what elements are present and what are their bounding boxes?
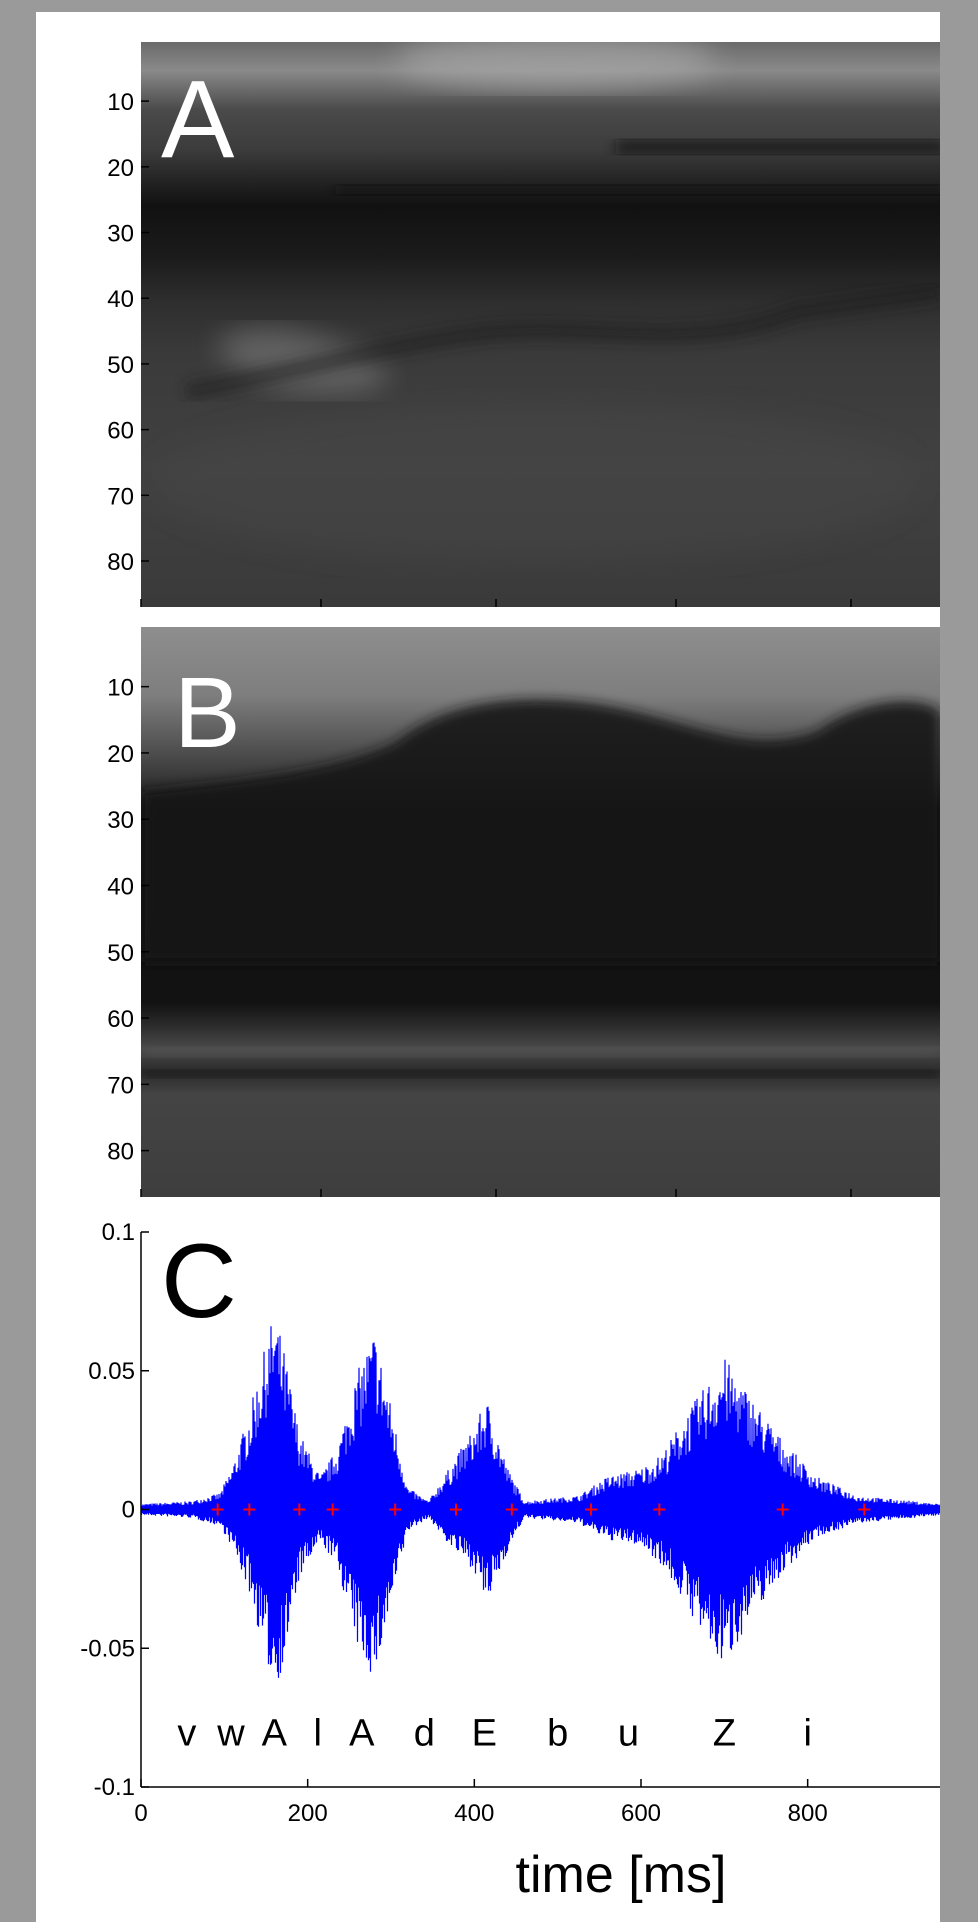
panel-b-y-tick-label: 20 xyxy=(107,741,134,768)
panel-c-label: C xyxy=(161,1223,237,1340)
y-tick-label: 0 xyxy=(122,1497,135,1524)
panel-a-y-tick-label: 50 xyxy=(107,352,134,379)
panel-a-label: A xyxy=(161,58,235,181)
panel-b-y-tick-label: 10 xyxy=(107,675,134,702)
panel-a-y-tick-label: 70 xyxy=(107,483,134,510)
phoneme-label: E xyxy=(472,1713,497,1755)
boundary-marker xyxy=(776,1503,789,1516)
x-tick-label: 0 xyxy=(134,1800,147,1827)
panel-a-y-tick-label: 80 xyxy=(107,549,134,576)
panel-a xyxy=(141,42,940,607)
panel-a-dark-streak-2 xyxy=(336,185,940,195)
panel-b xyxy=(141,627,940,1197)
panel-b-label: B xyxy=(174,657,241,769)
panel-a-y-tick-label: 10 xyxy=(107,89,134,116)
panel-a-lower-glow xyxy=(156,402,916,562)
figure-svg: 10 20 30 40 50 60 70 80 10 20 30 40 50 60 70 80 A B C v… xyxy=(80,42,940,1904)
boundary-marker xyxy=(389,1503,402,1516)
panel-a-bright-patch xyxy=(396,42,716,90)
x-tick-label: 400 xyxy=(454,1800,494,1827)
panel-a-y-tick-label: 60 xyxy=(107,418,134,445)
panel-b-band-2 xyxy=(141,1070,940,1078)
panel-b-dark-dome xyxy=(141,699,940,962)
phoneme-label: A xyxy=(349,1713,375,1755)
phoneme-label: w xyxy=(216,1713,245,1755)
boundary-marker xyxy=(293,1503,306,1516)
phoneme-label: Z xyxy=(713,1713,736,1755)
waveform-series xyxy=(140,1326,940,1678)
phoneme-label: b xyxy=(547,1713,568,1755)
heatmap-axes: 10 20 30 40 50 60 70 80 10 20 30 40 50 60 70 80 xyxy=(107,89,852,1197)
panel-b-y-tick-label: 70 xyxy=(107,1072,134,1099)
panel-b-band-1 xyxy=(141,1047,940,1057)
x-tick-label: 200 xyxy=(288,1800,328,1827)
waveform-axes: 0.10.050-0.05-0.10 200 400 600 800 xyxy=(80,1219,940,1827)
x-axis-label: time [ms] xyxy=(516,1846,727,1904)
y-tick-label: 0.1 xyxy=(102,1219,135,1246)
panel-a-dark-curve xyxy=(184,283,940,401)
panel-b-y-tick-label: 80 xyxy=(107,1139,134,1166)
panel-a-y-tick-label: 30 xyxy=(107,221,134,248)
phoneme-label: v xyxy=(177,1713,196,1755)
boundary-marker xyxy=(326,1503,339,1516)
y-tick-label: 0.05 xyxy=(88,1358,135,1385)
phoneme-label: u xyxy=(618,1713,639,1755)
x-tick-label: 800 xyxy=(788,1800,828,1827)
boundary-marker xyxy=(858,1503,871,1516)
y-tick-label: -0.1 xyxy=(94,1774,135,1801)
panel-a-dark-streak xyxy=(616,140,940,154)
phoneme-label: i xyxy=(803,1713,811,1755)
panel-a-y-tick-label: 40 xyxy=(107,286,134,313)
figure: 10 20 30 40 50 60 70 80 10 20 30 40 50 60 70 80 A B C v… xyxy=(36,12,940,1922)
boundary-marker xyxy=(243,1503,256,1516)
x-tick-label: 600 xyxy=(621,1800,661,1827)
panel-b-y-tick-label: 40 xyxy=(107,873,134,900)
phoneme-label: l xyxy=(313,1713,321,1755)
panel-b-y-tick-label: 30 xyxy=(107,807,134,834)
boundary-marker xyxy=(505,1503,518,1516)
phoneme-label: d xyxy=(414,1713,435,1755)
phoneme-boundary-markers xyxy=(211,1503,871,1516)
phoneme-label: A xyxy=(262,1713,288,1755)
waveform-line xyxy=(140,1326,940,1678)
panel-b-y-tick-label: 50 xyxy=(107,940,134,967)
panel-b-y-tick-label: 60 xyxy=(107,1006,134,1033)
boundary-marker xyxy=(585,1503,597,1516)
boundary-marker xyxy=(450,1503,462,1516)
panel-a-y-tick-label: 20 xyxy=(107,155,134,182)
boundary-marker xyxy=(211,1503,224,1516)
boundary-marker xyxy=(653,1503,666,1516)
y-tick-label: -0.05 xyxy=(80,1635,135,1662)
